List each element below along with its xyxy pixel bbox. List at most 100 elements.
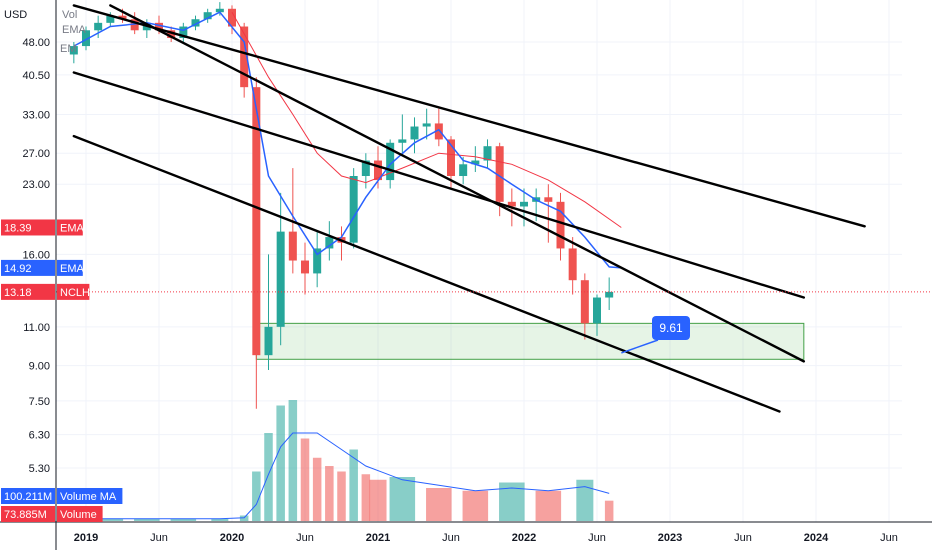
candle-body bbox=[82, 30, 90, 47]
x-tick-label: 2024 bbox=[804, 532, 829, 544]
candle-body bbox=[325, 237, 334, 249]
annotation-pointer bbox=[621, 339, 659, 354]
volume-tag-value-box bbox=[1, 488, 55, 504]
volume-bar bbox=[252, 471, 261, 521]
price-tag: 14.92 EMA bbox=[1, 259, 85, 276]
candle-body bbox=[301, 260, 309, 274]
y-tick-label: 27.00 bbox=[22, 148, 50, 160]
candle-body bbox=[422, 123, 431, 127]
candle-body bbox=[264, 326, 273, 356]
volume-bar bbox=[276, 405, 285, 521]
volume-bar bbox=[325, 466, 334, 521]
candle-body bbox=[580, 280, 589, 324]
candle-body bbox=[179, 26, 188, 39]
candle-body bbox=[203, 12, 212, 20]
volume-tag-label-box bbox=[57, 506, 103, 522]
channel-lines[interactable] bbox=[72, 4, 866, 413]
volume-bar bbox=[211, 518, 229, 521]
candle-body bbox=[471, 160, 480, 165]
x-axis-panel bbox=[0, 522, 932, 550]
candle-body bbox=[361, 160, 370, 177]
currency-label: USD bbox=[4, 9, 27, 21]
y-tick-label: 40.50 bbox=[22, 70, 50, 82]
volume-bar bbox=[300, 438, 310, 521]
price-tag: 13.18 NCLH bbox=[1, 283, 90, 300]
grid-lines bbox=[56, 0, 902, 522]
volume-ma-series bbox=[73, 432, 610, 520]
ema-lines bbox=[73, 11, 622, 269]
ema-slow-series bbox=[231, 11, 622, 228]
candle-body bbox=[459, 164, 468, 177]
y-tick-label: 23.00 bbox=[22, 179, 50, 191]
volume-bar bbox=[604, 500, 614, 521]
volume-ma-line bbox=[73, 432, 610, 520]
y-tick-label: 48.00 bbox=[22, 37, 50, 49]
channel-line bbox=[72, 4, 866, 228]
price-tag-value-box bbox=[1, 283, 55, 300]
candle-body bbox=[240, 26, 249, 88]
volume-tag: 100.211M Volume MA bbox=[1, 488, 123, 504]
y-tick-label: 5.30 bbox=[29, 463, 50, 475]
candle-body bbox=[398, 139, 407, 143]
candle-body bbox=[118, 15, 127, 20]
channel-line bbox=[109, 4, 806, 363]
x-tick-label: Jun bbox=[880, 532, 898, 544]
price-tag-label-box bbox=[57, 283, 90, 300]
price-tag-label: EMA bbox=[60, 263, 85, 275]
volume-bar bbox=[97, 518, 124, 521]
candle-body bbox=[374, 160, 382, 181]
candle-body bbox=[386, 142, 395, 181]
volume-bar bbox=[288, 400, 298, 521]
support-zone-rect bbox=[255, 322, 805, 360]
volume-bar bbox=[170, 518, 197, 521]
volume-bar bbox=[462, 490, 489, 521]
candle-body bbox=[568, 248, 577, 281]
volume-tag-label: Volume bbox=[60, 509, 97, 521]
support-zone bbox=[255, 322, 805, 360]
x-tick-label: Jun bbox=[150, 532, 168, 544]
y-tick-label: 9.00 bbox=[29, 361, 50, 373]
x-tick-label: Jun bbox=[588, 532, 606, 544]
volume-tag-label-box bbox=[57, 488, 123, 504]
annotation-box bbox=[652, 316, 690, 340]
candle-body bbox=[167, 30, 176, 39]
volume-bar bbox=[426, 488, 452, 521]
volume-bar bbox=[264, 433, 273, 521]
volume-bar bbox=[535, 490, 562, 521]
legend-fragments: Vol EMA EM bbox=[60, 9, 87, 55]
candle-body bbox=[349, 176, 358, 243]
x-tick-label: Jun bbox=[296, 532, 314, 544]
candle-body bbox=[434, 123, 443, 140]
x-tick-label: 2020 bbox=[220, 532, 244, 544]
candle-body bbox=[410, 126, 419, 140]
y-tick-label: 16.00 bbox=[22, 249, 50, 261]
legend-fragment: EM bbox=[60, 43, 77, 55]
volume-bar bbox=[134, 518, 160, 521]
channel-line bbox=[72, 134, 781, 413]
candle-body bbox=[94, 22, 103, 31]
candle-body bbox=[593, 297, 601, 324]
volume-bar bbox=[361, 474, 371, 521]
volume-bar bbox=[337, 471, 346, 521]
candle-body bbox=[276, 231, 285, 327]
volume-tag-value: 100.211M bbox=[4, 491, 52, 503]
x-tick-label: Jun bbox=[442, 532, 460, 544]
candle-body bbox=[288, 231, 297, 261]
candle-body bbox=[228, 8, 236, 27]
legend-fragment: Vol bbox=[62, 9, 77, 21]
x-tick-label: 2019 bbox=[74, 532, 98, 544]
price-tags: 18.39 EMA 14.92 EMA 13.18 NCLH 100.211M Volume … bbox=[1, 219, 123, 522]
candle-body bbox=[544, 197, 553, 202]
price-annotation[interactable]: 9.61 bbox=[621, 316, 690, 354]
y-tick-label: 11.00 bbox=[23, 322, 50, 334]
volume-bar bbox=[576, 479, 594, 521]
x-tick-label: 2022 bbox=[512, 532, 536, 544]
volume-bars bbox=[61, 400, 614, 521]
candle-body bbox=[69, 46, 78, 55]
candle-body bbox=[155, 22, 163, 31]
y-tick-label: 7.50 bbox=[29, 396, 50, 408]
price-tag-label-box bbox=[57, 219, 83, 236]
price-tag-label: NCLH bbox=[60, 287, 90, 299]
price-tag-label: EMA bbox=[60, 222, 85, 234]
